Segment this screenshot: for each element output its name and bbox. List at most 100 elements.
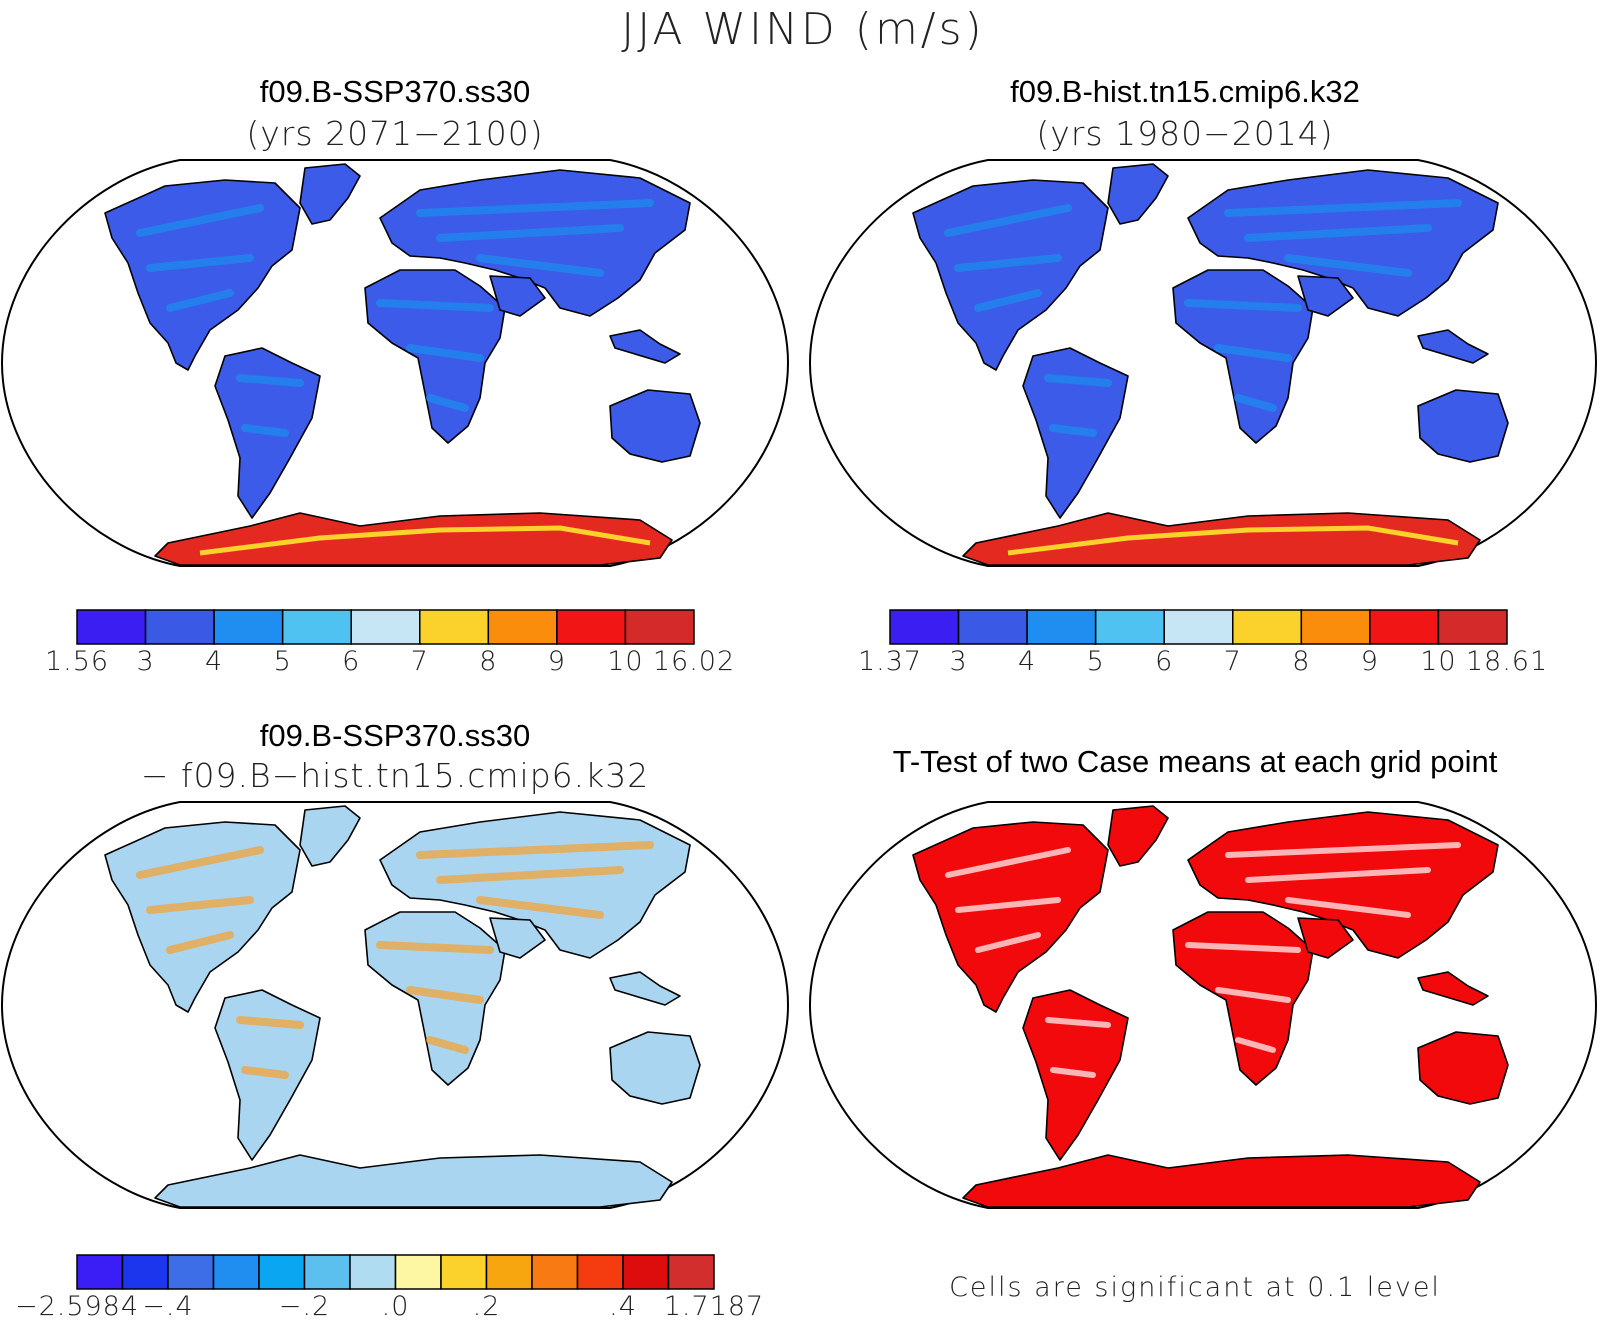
landmass-greenland (299, 163, 361, 225)
colorbar-swatch (487, 609, 558, 645)
panel-4-title: T-Test of two Case means at each grid po… (892, 744, 1498, 779)
colorbar-tick-label: 3 (949, 646, 968, 677)
colorbar-swatch (556, 609, 627, 645)
panel-3-subtitle: − f09.B−hist.tn15.cmip6.k32 (140, 756, 650, 795)
landmass-texture-eurasia (416, 199, 654, 277)
panel-1-subtitle: (yrs 2071−2100) (246, 114, 544, 153)
colorbar-swatch (258, 1254, 306, 1290)
landmass-maritime-islands (1417, 329, 1489, 364)
landmass-greenland (1107, 163, 1169, 225)
landmass-australia (1417, 389, 1509, 463)
colorbar-swatch (1300, 609, 1371, 645)
colorbar-swatch (303, 1254, 351, 1290)
colorbar-swatch (167, 1254, 215, 1290)
colorbar-tick-label: 9 (547, 646, 566, 677)
landmass-texture-south-america (236, 1016, 304, 1079)
landmass-texture-north-america (944, 204, 1072, 312)
colorbar-tick-label: 6 (342, 646, 361, 677)
colorbar-swatch (349, 1254, 397, 1290)
landmass-arabia (1297, 917, 1354, 959)
colorbar-tick-label: 8 (479, 646, 498, 677)
colorbar-swatch (76, 1254, 124, 1290)
colorbar-swatch (76, 609, 147, 645)
panel-3-colorbar (76, 1254, 715, 1290)
colorbar-tick-label: 5 (273, 646, 292, 677)
landmass-texture-africa (1185, 942, 1301, 1053)
landmass-australia (1417, 1031, 1509, 1105)
panel-3-map (0, 801, 790, 1209)
landmass-maritime-islands (609, 329, 681, 364)
landmass-texture-south-america (1044, 374, 1112, 437)
colorbar-tick-label: 4 (1018, 646, 1037, 677)
panel-2-title: f09.B-hist.tn15.cmip6.k32 (1010, 74, 1360, 109)
panel-2-subtitle: (yrs 1980−2014) (1036, 114, 1334, 153)
landmass-texture-eurasia (1224, 199, 1462, 277)
landmass-texture-eurasia (1225, 842, 1461, 918)
panel-1-map (0, 159, 790, 567)
colorbar-tick-label: .4 (609, 1291, 637, 1322)
landmass-texture-north-america (136, 204, 264, 312)
colorbar-swatch (350, 609, 421, 645)
colorbar-tick-label: 10 (1420, 646, 1457, 677)
colorbar-swatch (667, 1254, 715, 1290)
colorbar-tick-label: 5 (1086, 646, 1105, 677)
landmass-texture-south-america (1045, 1017, 1111, 1078)
colorbar-swatch (419, 609, 490, 645)
colorbar-tick-label: 7 (1223, 646, 1242, 677)
landmass-africa (1172, 269, 1314, 444)
colorbar-tick-label: .0 (381, 1291, 410, 1322)
colorbar-tick-label: 1.37 (857, 646, 923, 677)
colorbar-swatch (121, 1254, 169, 1290)
colorbar-tick-label: −.2 (278, 1291, 331, 1322)
colorbar-swatch (281, 609, 352, 645)
colorbar-swatch (624, 609, 695, 645)
colorbar-swatch (440, 1254, 488, 1290)
landmass-greenland (1107, 805, 1169, 867)
colorbar-tick-label: .2 (472, 1291, 501, 1322)
colorbar-swatch (394, 1254, 442, 1290)
antarctic-wind-band (1007, 525, 1459, 556)
landmass-antarctica (962, 1154, 1481, 1208)
panel-4-note: Cells are significant at 0.1 level (949, 1272, 1441, 1303)
panel-2-map (808, 159, 1598, 567)
panel-1-colorbar (76, 609, 695, 645)
colorbar-tick-label: 8 (1292, 646, 1311, 677)
landmass-arabia (489, 275, 546, 317)
colorbar-swatch (1437, 609, 1508, 645)
colorbar-swatch (1232, 609, 1303, 645)
colorbar-swatch (1094, 609, 1165, 645)
colorbar-tick-label: 10 (607, 646, 644, 677)
landmass-maritime-islands (1417, 971, 1489, 1006)
landmass-texture-north-america (136, 846, 264, 954)
colorbar-swatch (485, 1254, 533, 1290)
figure-title: JJA WIND (m/s) (621, 4, 985, 55)
colorbar-tick-label: 16.02 (652, 646, 736, 677)
landmass-greenland (299, 805, 361, 867)
landmass-africa (1172, 911, 1314, 1086)
colorbar-tick-label: 6 (1155, 646, 1174, 677)
landmass-texture-africa (376, 299, 494, 412)
colorbar-swatch (144, 609, 215, 645)
landmass-texture-south-america (236, 374, 304, 437)
landmass-arabia (1297, 275, 1354, 317)
colorbar-swatch (531, 1254, 579, 1290)
landmass-texture-africa (1184, 299, 1302, 412)
landmass-antarctica (154, 1154, 673, 1208)
colorbar-swatch (957, 609, 1028, 645)
colorbar-swatch (1163, 609, 1234, 645)
colorbar-tick-label: 18.61 (1465, 646, 1549, 677)
landmass-arabia (489, 917, 546, 959)
landmass-australia (609, 389, 701, 463)
colorbar-tick-label: 9 (1360, 646, 1379, 677)
colorbar-tick-label: −2.5984 (14, 1291, 140, 1322)
colorbar-swatch (576, 1254, 624, 1290)
colorbar-swatch (213, 609, 284, 645)
colorbar-swatch (1369, 609, 1440, 645)
colorbar-swatch (889, 609, 960, 645)
colorbar-tick-label: 4 (205, 646, 224, 677)
colorbar-tick-label: 1.56 (44, 646, 110, 677)
panel-2-colorbar (889, 609, 1508, 645)
landmass-australia (609, 1031, 701, 1105)
colorbar-swatch (1026, 609, 1097, 645)
panel-1-title: f09.B-SSP370.ss30 (259, 74, 531, 109)
